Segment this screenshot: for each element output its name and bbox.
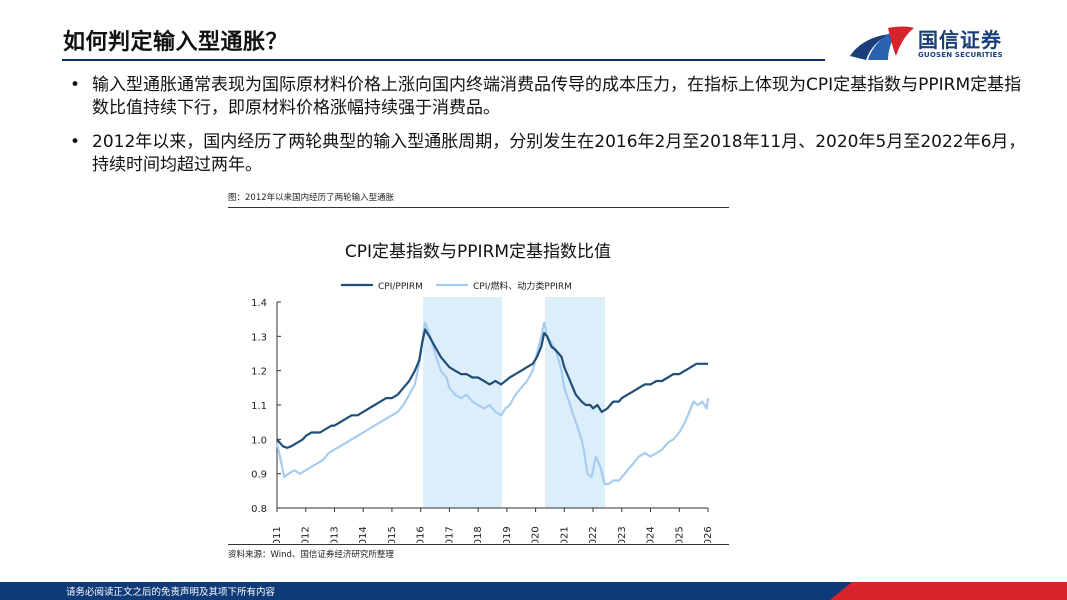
footer-bar: 请务必阅读正文之后的免责声明及其项下所有内容 <box>0 582 1067 600</box>
bullet-list: • 输入型通胀通常表现为国际原材料价格上涨向国内终端消费品传导的成本压力，在指标… <box>68 74 1028 188</box>
figure-caption: 图：2012年以来国内经历了两轮输入型通胀 <box>228 193 395 203</box>
shaded-period <box>545 297 606 508</box>
figure-top-rule <box>228 207 729 208</box>
y-tick-label: 1.1 <box>251 401 267 412</box>
legend-label: CPI/PPIRM <box>378 282 423 292</box>
x-tick-label: 2011 <box>272 526 283 543</box>
title-divider <box>62 59 825 61</box>
y-tick-label: 1.4 <box>251 298 267 309</box>
figure: 图：2012年以来国内经历了两轮输入型通胀 CPI定基指数与PPIRM定基指数比… <box>228 191 729 560</box>
chart-title: CPI定基指数与PPIRM定基指数比值 <box>345 242 611 262</box>
y-tick-label: 1.0 <box>251 435 267 446</box>
x-tick-label: 2022 <box>588 526 599 543</box>
x-tick-label: 2023 <box>617 526 628 543</box>
logo-english-name: GUOSEN SECURITIES <box>918 51 1003 59</box>
bullet-item: • 2012年以来，国内经历了两轮典型的输入型通胀周期，分别发生在2016年2月… <box>68 131 1028 177</box>
bullet-item: • 输入型通胀通常表现为国际原材料价格上涨向国内终端消费品传导的成本压力，在指标… <box>68 74 1028 120</box>
legend-label: CPI/燃料、动力类PPIRM <box>473 280 572 292</box>
slide-title: 如何判定输入型通胀？ <box>63 30 289 55</box>
x-tick-label: 2021 <box>559 526 570 543</box>
y-tick-label: 0.9 <box>251 470 267 481</box>
bullet-text: 2012年以来，国内经历了两轮典型的输入型通胀周期，分别发生在2016年2月至2… <box>92 132 1026 175</box>
y-tick-label: 1.2 <box>251 367 267 378</box>
bullet-dot: • <box>70 132 81 152</box>
x-tick-label: 2024 <box>646 526 657 543</box>
bullet-text: 输入型通胀通常表现为国际原材料价格上涨向国内终端消费品传导的成本压力，在指标上体… <box>92 75 1022 118</box>
shaded-period <box>422 297 502 508</box>
footer-red-accent <box>830 582 1067 600</box>
x-tick-label: 2026 <box>703 526 714 543</box>
y-tick-label: 0.8 <box>251 504 267 515</box>
x-tick-label: 2016 <box>416 526 427 543</box>
x-tick-label: 2025 <box>674 526 685 543</box>
series-line-cpi-ppirm <box>276 328 708 449</box>
series-line-cpi-fuel-ppirm <box>275 321 710 486</box>
x-tick-label: 2012 <box>301 526 312 543</box>
x-tick-label: 2020 <box>531 526 542 543</box>
guosen-logo-icon <box>850 26 914 60</box>
bullet-dot: • <box>70 75 81 95</box>
x-tick-label: 2018 <box>473 526 484 543</box>
x-tick-label: 2014 <box>358 526 369 543</box>
x-tick-label: 2019 <box>502 526 513 543</box>
chart: CPI定基指数与PPIRM定基指数比值 CPI/PPIRM CPI/燃料、动力类PP… <box>228 210 729 543</box>
figure-source: 资料来源：Wind、国信证券经济研究所整理 <box>228 550 394 560</box>
figure-bottom-rule <box>228 544 729 545</box>
guosen-logo: 国信证券 GUOSEN SECURITIES <box>848 22 1028 64</box>
x-tick-label: 2015 <box>387 526 398 543</box>
x-tick-label: 2017 <box>444 526 455 543</box>
footer-disclaimer: 请务必阅读正文之后的免责声明及其项下所有内容 <box>66 587 276 598</box>
y-tick-label: 1.3 <box>251 332 267 343</box>
x-tick-label: 2013 <box>329 526 340 543</box>
logo-chinese-name: 国信证券 <box>918 28 1002 52</box>
